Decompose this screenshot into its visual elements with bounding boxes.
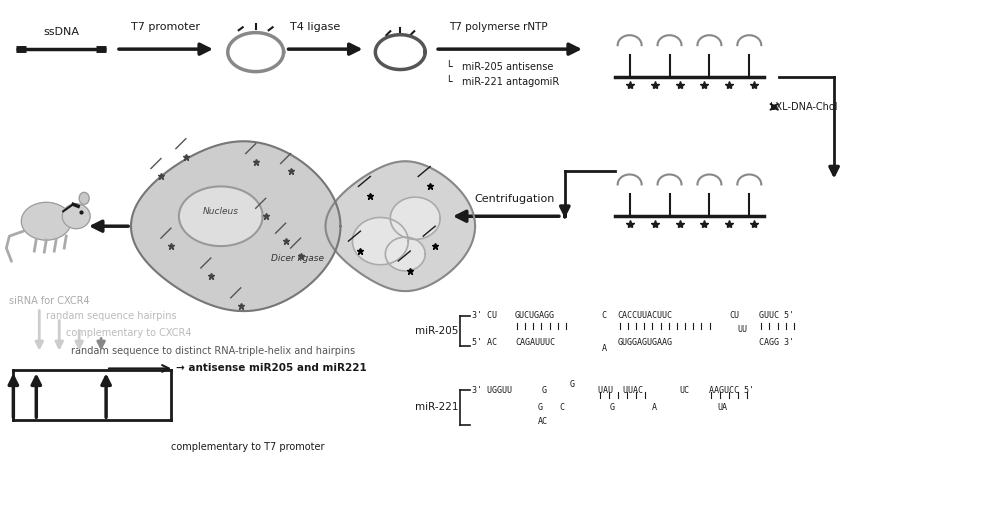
Text: LXL-DNA-Chol: LXL-DNA-Chol [770, 102, 838, 112]
Text: T7 polymerse: T7 polymerse [450, 22, 521, 32]
Text: Dicer ligase: Dicer ligase [271, 254, 324, 262]
Text: AAGUCC 5': AAGUCC 5' [709, 386, 754, 395]
Ellipse shape [62, 204, 90, 229]
Text: miR-221: miR-221 [415, 402, 458, 412]
Text: 3' UGGUU: 3' UGGUU [472, 386, 512, 395]
Polygon shape [390, 197, 440, 239]
Text: 5' AC: 5' AC [472, 338, 497, 347]
Text: miR-205 antisense: miR-205 antisense [462, 62, 553, 72]
Text: complementary to T7 promoter: complementary to T7 promoter [171, 442, 324, 452]
Text: A: A [602, 344, 607, 353]
Text: Nucleus: Nucleus [203, 207, 239, 216]
Text: └: └ [445, 77, 452, 87]
Text: miR-221 antagomiR: miR-221 antagomiR [462, 77, 559, 87]
Ellipse shape [21, 203, 71, 240]
Text: rNTP: rNTP [523, 22, 547, 32]
Text: GUGGAGUGAAG: GUGGAGUGAAG [618, 338, 673, 347]
Text: Centrifugation: Centrifugation [475, 194, 555, 204]
Text: C: C [602, 311, 607, 320]
Text: CACCUUACUUC: CACCUUACUUC [618, 311, 673, 320]
Text: GUCUGAGG: GUCUGAGG [515, 311, 555, 320]
Text: G: G [542, 386, 547, 395]
Text: T4 ligase: T4 ligase [290, 22, 341, 32]
Text: G: G [538, 403, 543, 412]
Text: 3' CU: 3' CU [472, 311, 497, 320]
Text: CAGAUUUC: CAGAUUUC [515, 338, 555, 347]
Ellipse shape [79, 193, 89, 204]
Polygon shape [385, 237, 425, 271]
Text: UC: UC [680, 386, 690, 395]
Text: AC: AC [538, 417, 548, 426]
Text: UU: UU [737, 325, 747, 334]
Polygon shape [352, 217, 408, 265]
Text: G: G [610, 403, 615, 412]
Text: └: └ [445, 62, 452, 72]
Text: CAGG 3': CAGG 3' [759, 338, 794, 347]
Text: C: C [560, 403, 565, 412]
Text: G: G [570, 380, 575, 389]
Text: → antisense miR205 and miR221: → antisense miR205 and miR221 [176, 363, 367, 373]
Text: A: A [652, 403, 657, 412]
Polygon shape [326, 161, 475, 291]
Text: siRNA for CXCR4: siRNA for CXCR4 [9, 296, 90, 306]
Text: ssDNA: ssDNA [43, 27, 79, 37]
Text: UAU  UUAC: UAU UUAC [598, 386, 643, 395]
Text: randam sequence to distinct RNA-triple-helix and hairpins: randam sequence to distinct RNA-triple-h… [71, 346, 355, 356]
Polygon shape [131, 141, 340, 311]
Text: complementary to CXCR4: complementary to CXCR4 [66, 328, 192, 338]
Text: miR-205: miR-205 [415, 326, 458, 336]
Text: randam sequence hairpins: randam sequence hairpins [46, 311, 177, 321]
Text: CU: CU [729, 311, 739, 320]
Polygon shape [179, 186, 263, 246]
Text: UA: UA [717, 403, 727, 412]
Text: GUUC 5': GUUC 5' [759, 311, 794, 320]
Text: T7 promoter: T7 promoter [131, 22, 200, 32]
